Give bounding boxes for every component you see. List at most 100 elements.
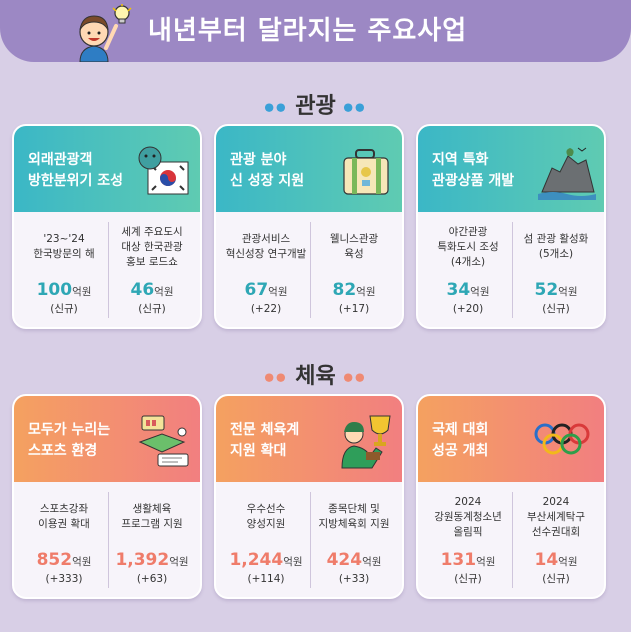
item-label: 웰니스관광 육성 xyxy=(329,233,379,260)
amount-value: 82 xyxy=(332,280,357,300)
item-amount: 82억원 xyxy=(312,280,396,302)
olympic-rings-icon xyxy=(534,423,590,455)
card-header: 외래관광객 방한분위기 조성 xyxy=(14,126,200,212)
amount-unit: 억원 xyxy=(154,286,174,298)
item-note: (+33) xyxy=(338,573,370,585)
item-island-tourism: 섬 관광 활성화 (5개소) 52억원 (신규) xyxy=(514,218,598,322)
amount-unit: 억원 xyxy=(169,556,189,568)
suitcase-icon xyxy=(343,149,389,195)
amount-value: 131 xyxy=(440,550,477,570)
divider xyxy=(512,222,513,318)
amount-value: 46 xyxy=(130,280,155,300)
card-body: 야간관광 특화도시 조성 (4개소) 34억원 (+20) 섬 관광 활성화 (… xyxy=(418,212,604,327)
divider xyxy=(310,222,311,318)
amount-unit: 억원 xyxy=(356,286,376,298)
page-title: 내년부터 달라지는 주요사업 xyxy=(148,16,468,46)
section-title-text: 체육 xyxy=(295,364,336,389)
item-label: 야간관광 특화도시 조성 (4개소) xyxy=(437,225,499,268)
item-label: 관광서비스 혁신성장 연구개발 xyxy=(225,233,307,260)
item-amount: 46억원 xyxy=(110,280,194,302)
item-amount: 52억원 xyxy=(514,280,598,302)
mascot-lightbulb-icon xyxy=(79,4,132,62)
item-note: (+333) xyxy=(45,573,83,585)
card-tourism-promotion: 외래관광객 방한분위기 조성 '23~'24 한국방문의 해 100억원 (신규… xyxy=(12,124,202,329)
amount-value: 34 xyxy=(446,280,471,300)
item-note: (신규) xyxy=(50,303,78,315)
item-gangwon-youth-olympics: 2024 강원동계청소년 올림픽 131억원 (신규) xyxy=(426,488,510,592)
item-label: 2024 강원동계청소년 올림픽 xyxy=(434,495,502,538)
item-amount: 67억원 xyxy=(224,280,308,302)
card-title: 전문 체육계 지원 확대 xyxy=(230,422,300,459)
divider xyxy=(310,492,311,588)
item-tourism-rnd: 관광서비스 혁신성장 연구개발 67억원 (+22) xyxy=(224,218,308,322)
item-athlete-support: 우수선수 양성지원 1,244억원 (+114) xyxy=(224,488,308,592)
section-dots-right: ●● xyxy=(343,100,367,114)
item-label: 섬 관광 활성화 (5개소) xyxy=(523,233,589,260)
amount-value: 424 xyxy=(326,550,363,570)
section-dots-left: ●● xyxy=(264,370,288,384)
amount-value: 1,244 xyxy=(229,550,284,570)
item-amount: 14억원 xyxy=(514,550,598,572)
amount-unit: 억원 xyxy=(72,556,92,568)
item-label: 세계 주요도시 대상 한국관광 홍보 로드쇼 xyxy=(121,225,183,268)
item-label: '23~'24 한국방문의 해 xyxy=(33,233,95,260)
card-body: '23~'24 한국방문의 해 100억원 (신규) 세계 주요도시 대상 한국… xyxy=(14,212,200,327)
amount-value: 52 xyxy=(534,280,559,300)
card-tourism-growth: 관광 분야 신 성장 지원 관광서비스 혁신성장 연구개발 67억원 (+22)… xyxy=(214,124,404,329)
item-busan-table-tennis: 2024 부산세계탁구 선수권대회 14억원 (신규) xyxy=(514,488,598,592)
item-federation-support: 종목단체 및 지방체육회 지원 424억원 (+33) xyxy=(312,488,396,592)
item-note: (+22) xyxy=(250,303,282,315)
trophy-athlete-icon xyxy=(341,415,391,469)
amount-unit: 억원 xyxy=(72,286,92,298)
item-korea-visit-year: '23~'24 한국방문의 해 100억원 (신규) xyxy=(22,218,106,322)
item-amount: 1,244억원 xyxy=(224,550,308,572)
card-header: 관광 분야 신 성장 지원 xyxy=(216,126,402,212)
amount-unit: 억원 xyxy=(283,556,303,568)
amount-value: 67 xyxy=(244,280,269,300)
card-title: 지역 특화 관광상품 개발 xyxy=(432,152,515,189)
item-roadshow: 세계 주요도시 대상 한국관광 홍보 로드쇼 46억원 (신규) xyxy=(110,218,194,322)
card-international-events: 국제 대회 성공 개최 2024 강원동계청소년 올림픽 131억원 (신규) … xyxy=(416,394,606,599)
amount-value: 852 xyxy=(36,550,73,570)
item-note: (신규) xyxy=(542,303,570,315)
item-sports-voucher: 스포츠강좌 이용권 확대 852억원 (+333) xyxy=(22,488,106,592)
item-note: (신규) xyxy=(138,303,166,315)
card-body: 우수선수 양성지원 1,244억원 (+114) 종목단체 및 지방체육회 지원… xyxy=(216,482,402,597)
amount-unit: 억원 xyxy=(362,556,382,568)
amount-unit: 억원 xyxy=(476,556,496,568)
item-amount: 100억원 xyxy=(22,280,106,302)
divider xyxy=(512,492,513,588)
item-note: (신규) xyxy=(454,573,482,585)
card-header: 모두가 누리는 스포츠 환경 xyxy=(14,396,200,482)
item-amount: 424억원 xyxy=(312,550,396,572)
item-label: 우수선수 양성지원 xyxy=(246,503,286,530)
card-title: 국제 대회 성공 개최 xyxy=(432,422,489,459)
amount-value: 1,392 xyxy=(115,550,170,570)
card-title: 외래관광객 방한분위기 조성 xyxy=(28,152,124,189)
item-amount: 852억원 xyxy=(22,550,106,572)
card-header: 지역 특화 관광상품 개발 xyxy=(418,126,604,212)
item-night-tourism: 야간관광 특화도시 조성 (4개소) 34억원 (+20) xyxy=(426,218,510,322)
card-elite-sports: 전문 체육계 지원 확대 우수선수 양성지원 1,244억원 (+114) 종목… xyxy=(214,394,404,599)
section-title-tourism: ●● 관광 ●● xyxy=(0,88,631,120)
item-note: (+17) xyxy=(338,303,370,315)
item-label: 생활체육 프로그램 지원 xyxy=(121,503,183,530)
amount-unit: 억원 xyxy=(470,286,490,298)
item-wellness: 웰니스관광 육성 82억원 (+17) xyxy=(312,218,396,322)
item-note: (+20) xyxy=(452,303,484,315)
section-title-sports: ●● 체육 ●● xyxy=(0,358,631,390)
card-body: 2024 강원동계청소년 올림픽 131억원 (신규) 2024 부산세계탁구 … xyxy=(418,482,604,597)
amount-value: 100 xyxy=(36,280,73,300)
amount-unit: 억원 xyxy=(268,286,288,298)
section-dots-left: ●● xyxy=(264,100,288,114)
divider xyxy=(108,222,109,318)
island-rock-icon xyxy=(538,147,596,200)
item-note: (+63) xyxy=(136,573,168,585)
item-label: 스포츠강좌 이용권 확대 xyxy=(38,503,90,530)
item-amount: 1,392억원 xyxy=(110,550,194,572)
card-body: 관광서비스 혁신성장 연구개발 67억원 (+22) 웰니스관광 육성 82억원… xyxy=(216,212,402,327)
item-note: (신규) xyxy=(542,573,570,585)
item-amount: 34억원 xyxy=(426,280,510,302)
section-dots-right: ●● xyxy=(343,370,367,384)
card-regional-products: 지역 특화 관광상품 개발 야간관광 특화도시 조성 (4개소) 34억원 (+… xyxy=(416,124,606,329)
